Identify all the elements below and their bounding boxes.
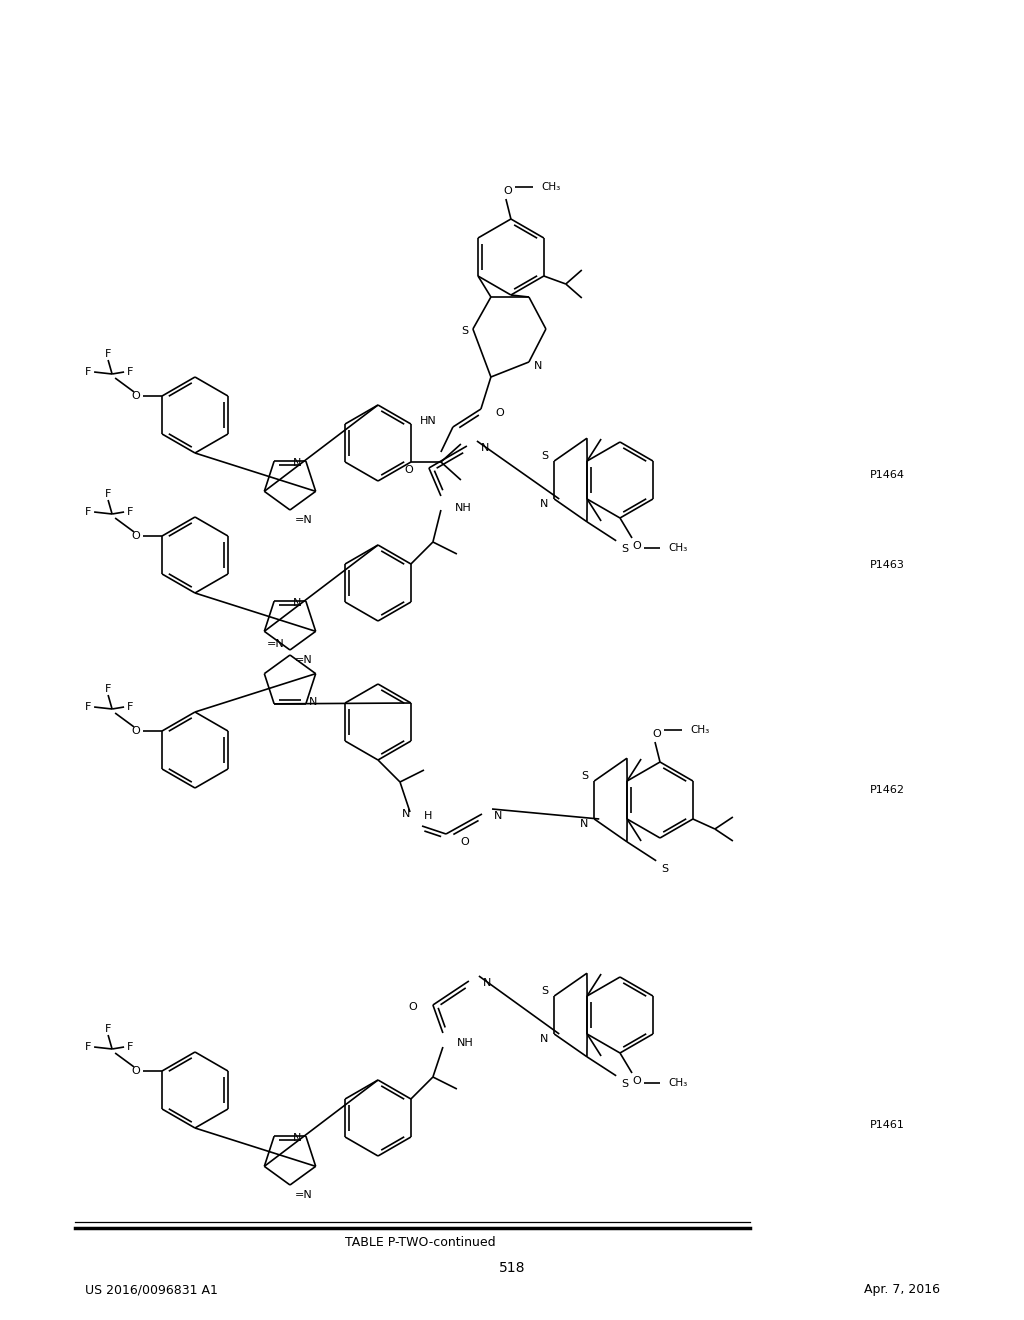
- Text: O: O: [633, 1076, 641, 1086]
- Text: O: O: [132, 531, 140, 541]
- Text: HN: HN: [420, 416, 437, 426]
- Text: S: S: [461, 326, 468, 337]
- Text: =N: =N: [295, 1191, 312, 1200]
- Text: O: O: [460, 837, 469, 847]
- Text: US 2016/0096831 A1: US 2016/0096831 A1: [85, 1283, 218, 1296]
- Text: O: O: [495, 408, 504, 418]
- Text: F: F: [104, 348, 112, 359]
- Text: NH: NH: [455, 503, 472, 513]
- Text: O: O: [404, 465, 413, 475]
- Text: F: F: [127, 507, 133, 517]
- Text: =N: =N: [295, 655, 312, 665]
- Text: P1462: P1462: [870, 785, 905, 795]
- Text: N: N: [293, 598, 301, 609]
- Text: O: O: [633, 541, 641, 550]
- Text: S: S: [622, 1078, 629, 1089]
- Text: P1463: P1463: [870, 560, 905, 570]
- Text: H: H: [424, 810, 432, 821]
- Text: NH: NH: [457, 1038, 474, 1048]
- Text: N: N: [494, 810, 503, 821]
- Text: CH₃: CH₃: [668, 543, 687, 553]
- Text: F: F: [104, 684, 112, 694]
- Text: =N: =N: [267, 639, 285, 649]
- Text: O: O: [132, 726, 140, 737]
- Text: P1461: P1461: [870, 1119, 905, 1130]
- Text: O: O: [132, 1067, 140, 1076]
- Text: =N: =N: [295, 515, 312, 525]
- Text: TABLE P-TWO-continued: TABLE P-TWO-continued: [345, 1236, 496, 1249]
- Text: O: O: [409, 1002, 417, 1012]
- Text: N: N: [580, 818, 588, 829]
- Text: F: F: [127, 702, 133, 711]
- Text: N: N: [293, 458, 301, 469]
- Text: O: O: [652, 729, 662, 739]
- Text: CH₃: CH₃: [668, 1078, 687, 1088]
- Text: F: F: [104, 1024, 112, 1034]
- Text: S: S: [582, 771, 588, 781]
- Text: F: F: [127, 367, 133, 378]
- Text: S: S: [622, 544, 629, 554]
- Text: CH₃: CH₃: [541, 182, 560, 191]
- Text: N: N: [402, 809, 411, 818]
- Text: N: N: [534, 360, 543, 371]
- Text: CH₃: CH₃: [690, 725, 710, 735]
- Text: F: F: [104, 488, 112, 499]
- Text: N: N: [540, 1034, 548, 1044]
- Text: O: O: [504, 186, 512, 195]
- Text: F: F: [85, 507, 91, 517]
- Text: N: N: [540, 499, 548, 510]
- Text: P1464: P1464: [870, 470, 905, 480]
- Text: S: S: [541, 986, 548, 997]
- Text: F: F: [127, 1041, 133, 1052]
- Text: O: O: [132, 391, 140, 401]
- Text: F: F: [85, 367, 91, 378]
- Text: N: N: [481, 444, 489, 453]
- Text: F: F: [85, 702, 91, 711]
- Text: S: S: [541, 451, 548, 461]
- Text: 518: 518: [499, 1261, 525, 1275]
- Text: N: N: [483, 978, 492, 987]
- Text: Apr. 7, 2016: Apr. 7, 2016: [864, 1283, 940, 1296]
- Text: F: F: [85, 1041, 91, 1052]
- Text: N: N: [293, 1133, 301, 1143]
- Text: N: N: [309, 697, 317, 706]
- Text: S: S: [662, 863, 669, 874]
